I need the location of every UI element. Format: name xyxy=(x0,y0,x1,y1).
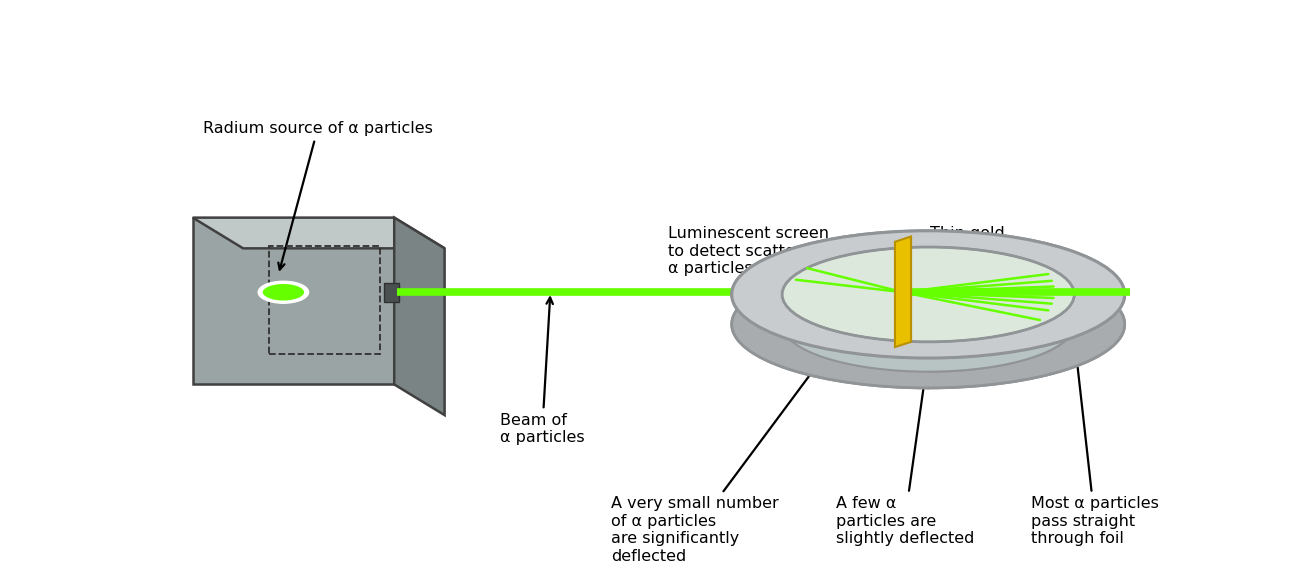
Polygon shape xyxy=(192,218,394,384)
Polygon shape xyxy=(894,237,911,347)
Polygon shape xyxy=(732,231,928,388)
Polygon shape xyxy=(394,218,445,415)
Text: Luminescent screen
to detect scattered
α particles: Luminescent screen to detect scattered α… xyxy=(668,226,848,276)
Text: A few α
particles are
slightly deflected: A few α particles are slightly deflected xyxy=(836,346,974,546)
Polygon shape xyxy=(928,231,1124,388)
Circle shape xyxy=(261,283,306,302)
Text: Most α particles
pass straight
through foil: Most α particles pass straight through f… xyxy=(1031,298,1158,546)
Text: Radium source of α particles: Radium source of α particles xyxy=(203,121,433,270)
Bar xyxy=(269,246,380,355)
Ellipse shape xyxy=(732,260,1124,388)
Text: A very small number
of α particles
are significantly
deflected: A very small number of α particles are s… xyxy=(611,345,832,564)
Ellipse shape xyxy=(783,247,1074,342)
Circle shape xyxy=(259,281,308,303)
Polygon shape xyxy=(732,231,1124,358)
Text: Beam of
α particles: Beam of α particles xyxy=(500,298,585,445)
Polygon shape xyxy=(192,218,445,249)
Text: Thin gold
foil: Thin gold foil xyxy=(905,226,1005,259)
Polygon shape xyxy=(928,247,1074,372)
Ellipse shape xyxy=(783,277,1074,372)
Bar xyxy=(385,283,399,302)
